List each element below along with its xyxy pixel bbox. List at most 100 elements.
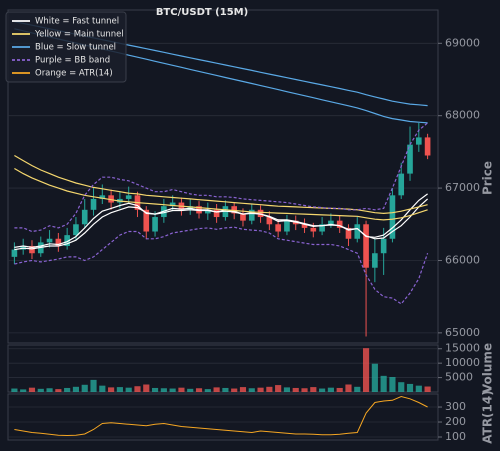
- legend-label: Yellow = Main tunnel: [34, 30, 124, 40]
- volume-bar: [81, 384, 88, 392]
- volume-bar: [55, 389, 62, 392]
- candle-body: [389, 195, 396, 239]
- volume-bar: [310, 387, 317, 392]
- y-tick-label: 200: [445, 415, 466, 428]
- volume-bar: [204, 389, 211, 392]
- volume-bar: [389, 377, 396, 392]
- candle-body: [328, 220, 334, 225]
- legend-box: [5, 11, 127, 83]
- overlay-line: [14, 198, 429, 251]
- volume-bar: [125, 387, 132, 392]
- volume-bar: [99, 385, 106, 392]
- candle-body: [213, 209, 220, 218]
- volume-bar: [301, 388, 308, 392]
- candle-body: [99, 195, 106, 199]
- candle-body: [152, 217, 158, 232]
- volume-bar: [239, 387, 247, 392]
- candle-body: [345, 227, 352, 239]
- candle-body: [372, 253, 378, 268]
- legend-label: White = Fast tunnel: [35, 17, 119, 27]
- candle-body: [64, 235, 70, 246]
- y-tick-label: 15000: [445, 342, 480, 355]
- volume-bar: [64, 387, 71, 392]
- candle-body: [240, 213, 246, 221]
- candle-body: [424, 137, 431, 156]
- price-axis-label: Price: [481, 161, 495, 195]
- y-tick-label: 69000: [445, 36, 480, 49]
- volume-bar: [116, 387, 123, 392]
- candle-body: [354, 224, 361, 239]
- y-tick-label: 65000: [445, 326, 480, 339]
- legend: White = Fast tunnel Yellow = Main tunnel B…: [12, 17, 124, 79]
- volume-bar: [345, 384, 352, 392]
- volume-bar: [46, 388, 53, 392]
- candle-body: [336, 220, 343, 228]
- legend-label: Orange = ATR(14): [35, 69, 113, 79]
- y-tick-label: 68000: [445, 109, 480, 122]
- volume-bar: [415, 385, 422, 392]
- candle-body: [275, 224, 281, 232]
- chart-title: BTC/USDT (15M): [156, 7, 248, 18]
- candle-body: [11, 249, 18, 257]
- candle-body: [55, 238, 62, 246]
- volume-bar: [336, 387, 343, 392]
- legend-label: Purple = BB band: [35, 56, 110, 66]
- volume-bar: [72, 386, 80, 392]
- volume-bar: [424, 386, 431, 392]
- candle-body: [29, 245, 35, 254]
- candle-body: [231, 206, 238, 214]
- candle-body: [125, 195, 132, 199]
- price-panel: [7, 9, 439, 344]
- volume-bar: [195, 388, 203, 392]
- candle-body: [380, 238, 387, 254]
- candle-body: [90, 198, 97, 210]
- volume-bar: [143, 384, 150, 392]
- candle-body: [108, 195, 114, 203]
- volume-bar: [292, 387, 299, 392]
- volume-bar: [406, 383, 414, 392]
- volume-bar: [275, 385, 282, 392]
- candle-body: [266, 217, 273, 225]
- candle-body: [310, 227, 317, 232]
- volume-bar: [11, 388, 18, 392]
- candle-body: [319, 224, 325, 232]
- y-tick-label: 100: [445, 430, 466, 443]
- candle-body: [73, 224, 79, 236]
- overlay-line: [14, 122, 428, 233]
- candle-body: [398, 173, 405, 196]
- volume-bar: [327, 387, 334, 392]
- volume-bar: [231, 388, 238, 392]
- candle-body: [363, 224, 369, 268]
- y-tick-label: 67000: [445, 181, 480, 194]
- candle-body: [46, 238, 53, 243]
- volume-bar: [28, 387, 36, 392]
- candle-body: [143, 209, 150, 232]
- volume-bar: [20, 389, 27, 392]
- candle-body: [169, 202, 176, 207]
- candle-body: [248, 209, 255, 221]
- volume-bar: [362, 348, 370, 392]
- volume-bar: [371, 363, 378, 392]
- volume-bar: [37, 388, 44, 392]
- atr-panel: [7, 393, 439, 441]
- volume-bar: [108, 387, 115, 392]
- volume-bar: [380, 375, 387, 392]
- atr-line: [14, 395, 428, 437]
- volume-bar: [354, 386, 361, 392]
- volume-bar: [266, 386, 273, 392]
- candle-body: [81, 209, 88, 225]
- volume-bar: [398, 382, 405, 392]
- atr-axis-label: ATR(14): [481, 390, 495, 443]
- volume-bar: [319, 388, 326, 392]
- volume-bar: [222, 387, 229, 392]
- volume-bar: [160, 388, 167, 392]
- volume-axis-label: Volume: [481, 343, 495, 393]
- volume-bar: [134, 386, 141, 392]
- volume-bar: [178, 387, 185, 392]
- y-tick-label: 5000: [445, 371, 473, 384]
- volume-bar: [90, 379, 97, 392]
- overlay-line: [14, 226, 429, 305]
- y-tick-label: 10000: [445, 356, 480, 369]
- y-tick-label: 300: [445, 400, 466, 413]
